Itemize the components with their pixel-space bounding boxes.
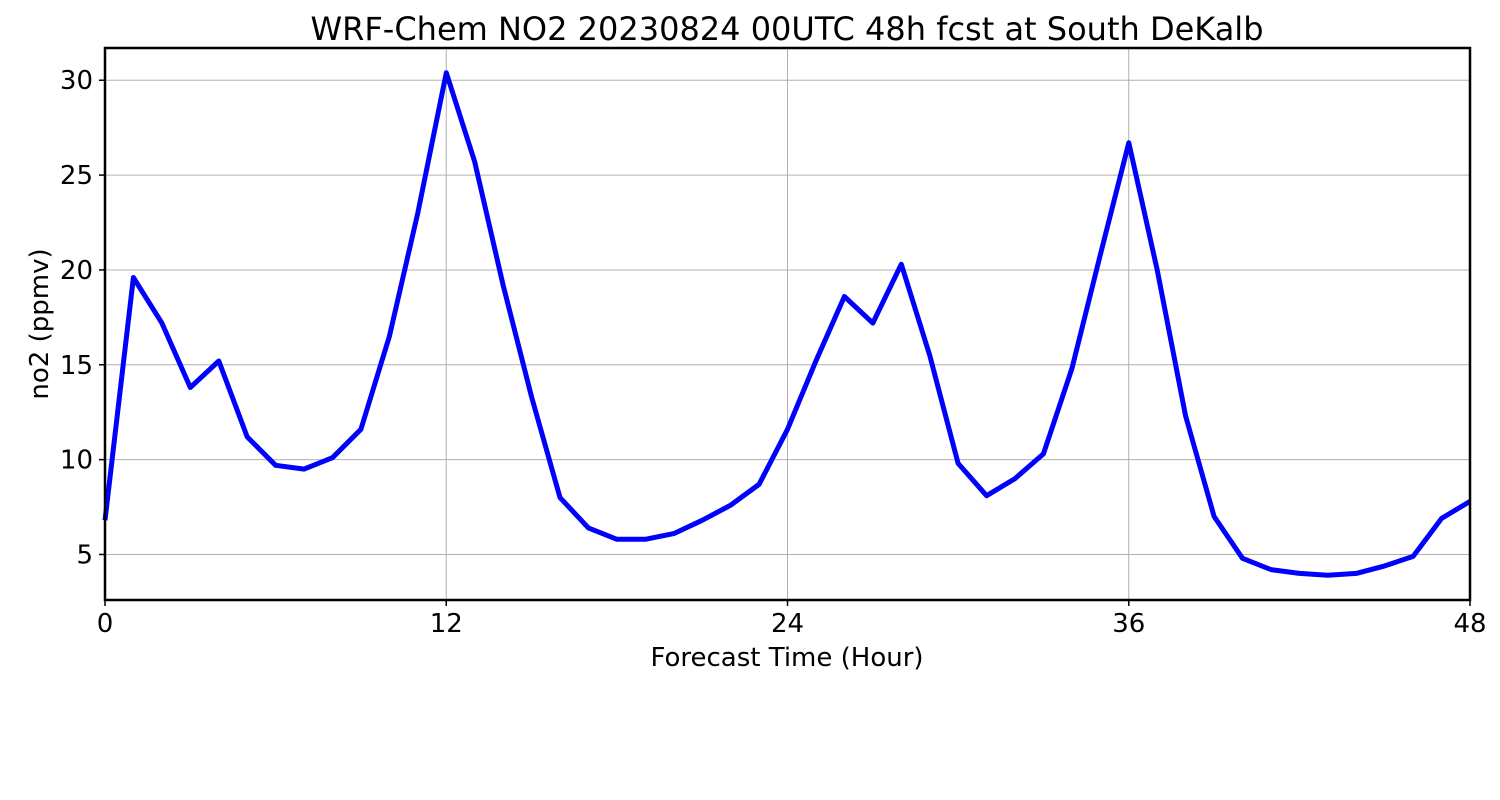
- y-tick-label: 10: [60, 446, 93, 476]
- y-tick-label: 15: [60, 351, 93, 381]
- y-axis: 5 10 15 20 25 30: [60, 66, 105, 570]
- series-layer: [102, 70, 1472, 578]
- y-tick-label: 25: [60, 161, 93, 191]
- x-tick-label: 48: [1453, 609, 1486, 639]
- x-axis: 0 12 24 36 48: [97, 600, 1487, 639]
- y-tick-label: 5: [76, 540, 93, 570]
- x-tick-label: 36: [1112, 609, 1145, 639]
- x-tick-label: 12: [430, 609, 463, 639]
- x-tick-label: 0: [97, 609, 114, 639]
- y-axis-title: no2 (ppmv): [25, 248, 55, 399]
- no2-series-line: [102, 70, 1472, 578]
- grid: [104, 48, 1471, 600]
- x-axis-title: Forecast Time (Hour): [650, 643, 923, 673]
- x-tick-label: 24: [771, 609, 804, 639]
- chart-title: WRF-Chem NO2 20230824 00UTC 48h fcst at …: [311, 10, 1264, 48]
- y-tick-label: 20: [60, 256, 93, 286]
- y-tick-label: 30: [60, 66, 93, 96]
